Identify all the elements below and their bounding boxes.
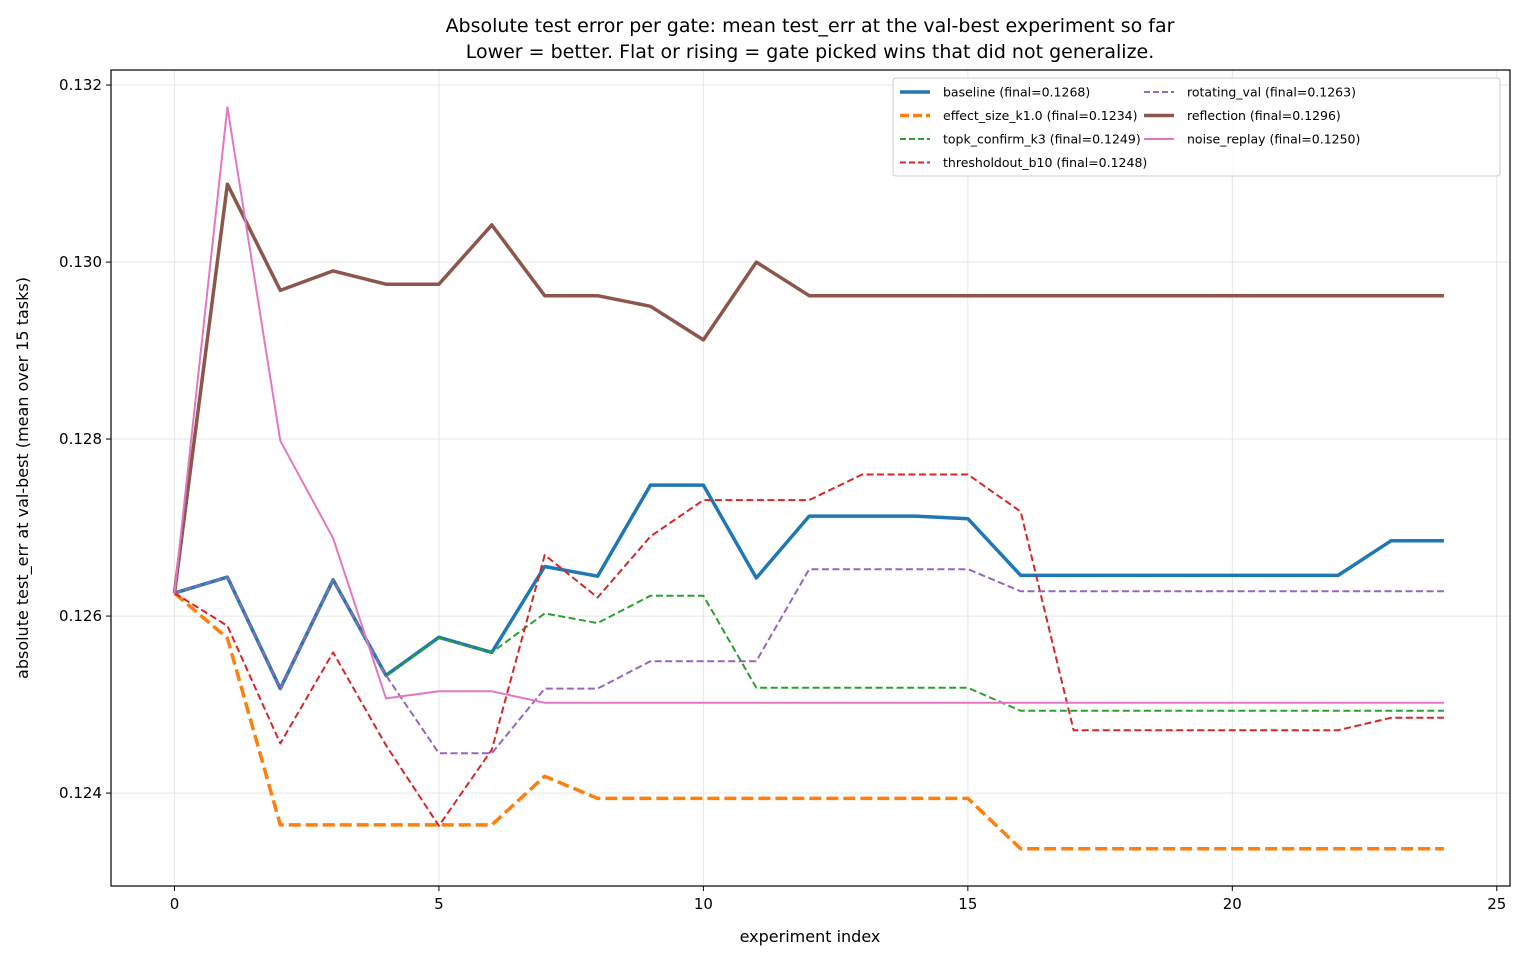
legend-box <box>892 77 1501 177</box>
y-tick-label: 0.128 <box>59 430 102 448</box>
legend-label-effect_size_k1.0: effect_size_k1.0 (final=0.1234) <box>943 108 1138 123</box>
series-line-reflection <box>172 182 1444 594</box>
series-lines <box>172 106 1444 851</box>
legend-label-reflection: reflection (final=0.1296) <box>1187 108 1341 123</box>
y-axis-label: absolute test_err at val-best (mean over… <box>13 277 33 679</box>
y-tick-label: 0.126 <box>59 607 102 625</box>
legend-label-baseline: baseline (final=0.1268) <box>943 85 1090 100</box>
legend: baseline (final=0.1268) effect_size_k1.0 … <box>892 77 1501 177</box>
legend-label-thresholdout_b10: thresholdout_b10 (final=0.1248) <box>943 155 1147 170</box>
x-tick-label: 10 <box>694 895 713 913</box>
x-tick-label: 15 <box>958 895 977 913</box>
y-tick-label: 0.124 <box>59 784 102 802</box>
series-line-effect_size_k1.0 <box>173 591 1444 851</box>
chart-subtitle: Lower = better. Flat or rising = gate pi… <box>466 41 1155 63</box>
axis-ticks: 0 5 10 15 20 25 0.124 0.126 0.128 0.130 0.132 <box>59 76 1506 913</box>
series-line-topk_confirm_k3 <box>174 576 1444 712</box>
y-tick-label: 0.130 <box>59 253 102 271</box>
legend-label-noise_replay: noise_replay (final=0.1250) <box>1187 132 1360 147</box>
legend-label-rotating_val: rotating_val (final=0.1263) <box>1187 85 1356 100</box>
x-axis-label: experiment index <box>740 927 881 946</box>
series-line-thresholdout_b10 <box>173 473 1444 827</box>
plot-frame <box>110 69 1511 887</box>
series-line-noise_replay <box>173 106 1444 704</box>
x-tick-label: 25 <box>1487 895 1506 913</box>
x-tick-label: 0 <box>170 895 180 913</box>
chart-title: Absolute test error per gate: mean test_… <box>446 15 1175 37</box>
x-tick-label: 20 <box>1223 895 1242 913</box>
x-tick-label: 5 <box>434 895 444 913</box>
grid <box>111 70 1510 886</box>
series-line-baseline <box>173 483 1444 691</box>
series-line-rotating_val <box>174 568 1444 755</box>
y-tick-label: 0.132 <box>59 76 102 94</box>
legend-label-topk_confirm_k3: topk_confirm_k3 (final=0.1249) <box>943 132 1141 147</box>
